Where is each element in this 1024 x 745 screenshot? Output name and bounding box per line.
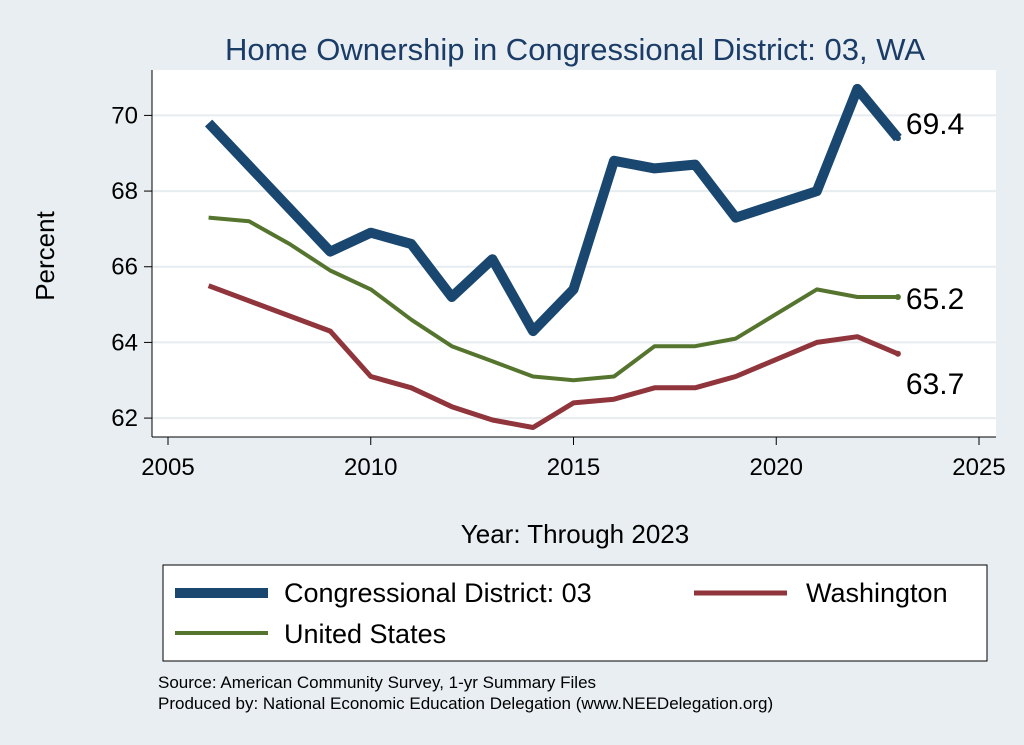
legend: Congressional District: 03 Washington Un… [162,564,988,662]
source-note: Source: American Community Survey, 1-yr … [158,673,596,692]
x-tick-label-2025: 2025 [952,454,1005,481]
end-label-united-states: 65.2 [906,283,964,316]
end-label-district: 69.4 [906,108,964,141]
y-tick-label-66: 66 [111,254,138,281]
x-tick-label-2020: 2020 [750,454,803,481]
x-tick-label-2005: 2005 [141,454,194,481]
x-tick-label-2010: 2010 [344,454,397,481]
x-tick-label-2015: 2015 [547,454,600,481]
y-tick-label-68: 68 [111,178,138,205]
y-tick-label-70: 70 [111,102,138,129]
y-tick-label-64: 64 [111,329,138,356]
end-point-united-states [894,294,901,300]
y-axis-title: Percent [30,210,60,300]
y-tick-label-62: 62 [111,405,138,432]
end-point-district [894,135,901,142]
legend-box [162,564,988,662]
grid [152,114,996,420]
plot-area [152,70,996,437]
series-lines [204,83,902,430]
end-labels: 69.4 63.7 65.2 [906,108,964,401]
x-axis-title: Year: Through 2023 [461,519,689,549]
chart-title: Home Ownership in Congressional District… [225,32,925,67]
axis-ticks: 62 64 66 68 70 2005 2010 2015 2020 2025 [111,102,1005,481]
producer-note: Produced by: National Economic Education… [158,694,773,713]
legend-label-washington: Washington [806,578,948,608]
legend-label-district: Congressional District: 03 [284,578,592,608]
end-label-washington: 63.7 [906,368,964,401]
end-point-washington [894,350,901,357]
legend-label-united-states: United States [284,619,446,649]
